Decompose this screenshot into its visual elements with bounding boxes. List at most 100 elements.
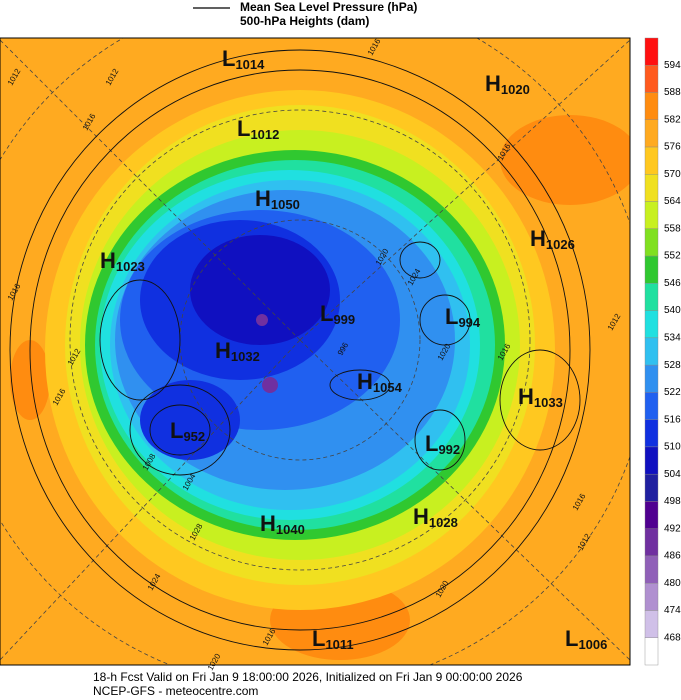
pressure-center: L952: [170, 418, 205, 445]
center-value: 992: [438, 442, 460, 457]
center-value: 999: [333, 312, 355, 327]
map-frame: [0, 37, 631, 666]
center-letter: H: [100, 248, 116, 273]
pressure-center: H1020: [485, 71, 530, 98]
center-letter: H: [357, 369, 373, 394]
footer-text: NCEP-GFS - meteocentre.com: [93, 684, 258, 698]
center-letter: H: [485, 71, 501, 96]
legend-label: 500-hPa Heights (dam): [240, 14, 369, 28]
colorbar-label: 498: [664, 496, 681, 507]
center-letter: L: [170, 418, 183, 443]
colorbar-swatch: [644, 419, 659, 448]
center-value: 1012: [250, 127, 279, 142]
center-value: 1054: [373, 380, 403, 395]
colorbar-swatch: [644, 473, 659, 502]
colorbar-swatch: [644, 37, 659, 66]
colorbar-swatch: [644, 555, 659, 584]
pressure-center: H1023: [100, 248, 145, 275]
colorbar: 594 588 582 576 570 564 558 552 546 540 534 528 522 5…: [644, 37, 681, 666]
colorbar-swatch: [644, 92, 659, 120]
colorbar-label: 474: [664, 605, 681, 616]
center-letter: H: [530, 226, 546, 251]
colorbar-label: 546: [664, 278, 681, 289]
pressure-center: H1026: [530, 226, 575, 253]
colorbar-label: 492: [664, 523, 681, 534]
center-letter: L: [445, 304, 458, 329]
pressure-center: L1011: [312, 626, 354, 653]
colorbar-label: 468: [664, 632, 681, 643]
center-value: 1026: [546, 237, 575, 252]
pressure-center: L1014: [222, 46, 265, 73]
colorbar-label: 588: [664, 87, 681, 98]
center-letter: L: [222, 46, 235, 71]
pressure-center: L1012: [237, 116, 279, 143]
colorbar-swatch: [644, 446, 659, 475]
footer-text: 18-h Fcst Valid on Fri Jan 9 18:00:00 20…: [93, 670, 523, 684]
colorbar-label: 522: [664, 387, 681, 398]
center-letter: L: [312, 626, 325, 651]
colorbar-swatch: [644, 119, 659, 148]
colorbar-label: 504: [664, 469, 681, 480]
center-value: 994: [458, 315, 480, 330]
center-value: 1014: [235, 57, 265, 72]
center-letter: L: [425, 431, 438, 456]
colorbar-swatch: [644, 174, 659, 202]
colorbar-swatch: [644, 283, 659, 311]
pressure-center: L999: [320, 301, 355, 328]
center-value: 1006: [578, 637, 607, 652]
colorbar-label: 510: [664, 442, 681, 453]
center-letter: H: [518, 384, 534, 409]
colorbar-swatch: [644, 146, 659, 175]
colorbar-label: 594: [664, 60, 681, 71]
pressure-center: H1050: [255, 186, 300, 213]
colorbar-label: 564: [664, 196, 681, 207]
pressure-center: L994: [445, 304, 481, 331]
colorbar-label: 558: [664, 223, 681, 234]
center-value: 1050: [271, 197, 300, 212]
pressure-center: H1032: [215, 338, 260, 365]
center-value: 1028: [429, 515, 458, 530]
legend-label: Mean Sea Level Pressure (hPa): [240, 0, 417, 14]
center-value: 952: [183, 429, 205, 444]
colorbar-swatch: [644, 337, 659, 366]
colorbar-swatch: [644, 65, 659, 93]
center-letter: L: [320, 301, 333, 326]
colorbar-label: 552: [664, 251, 681, 262]
pressure-center: L1006: [565, 626, 607, 653]
map: [0, 37, 631, 666]
colorbar-swatch: [644, 637, 659, 666]
colorbar-swatch: [644, 392, 659, 420]
colorbar-swatch: [644, 610, 659, 638]
center-letter: L: [565, 626, 578, 651]
colorbar-label: 570: [664, 169, 681, 180]
center-letter: H: [215, 338, 231, 363]
colorbar-swatch: [644, 501, 659, 529]
center-letter: H: [260, 511, 276, 536]
colorbar-label: 540: [664, 305, 681, 316]
pressure-center: H1040: [260, 511, 305, 538]
center-value: 1033: [534, 395, 563, 410]
pressure-center: H1028: [413, 504, 458, 531]
pressure-center: H1054: [357, 369, 403, 396]
colorbar-swatch: [644, 255, 659, 284]
colorbar-swatch: [644, 528, 659, 557]
center-value: 1032: [231, 349, 260, 364]
center-letter: H: [413, 504, 429, 529]
center-value: 1020: [501, 82, 530, 97]
colorbar-label: 576: [664, 142, 681, 153]
colorbar-swatch: [644, 228, 659, 257]
colorbar-label: 582: [664, 114, 681, 125]
pressure-center: H1033: [518, 384, 563, 411]
colorbar-label: 486: [664, 551, 681, 562]
center-value: 1040: [276, 522, 305, 537]
colorbar-label: 528: [664, 360, 681, 371]
colorbar-label: 534: [664, 333, 681, 344]
colorbar-swatch: [644, 201, 659, 230]
center-value: 1011: [325, 637, 353, 652]
colorbar-label: 516: [664, 414, 681, 425]
center-letter: H: [255, 186, 271, 211]
center-value: 1023: [116, 259, 145, 274]
colorbar-swatch: [644, 583, 659, 611]
colorbar-swatch: [644, 310, 659, 339]
